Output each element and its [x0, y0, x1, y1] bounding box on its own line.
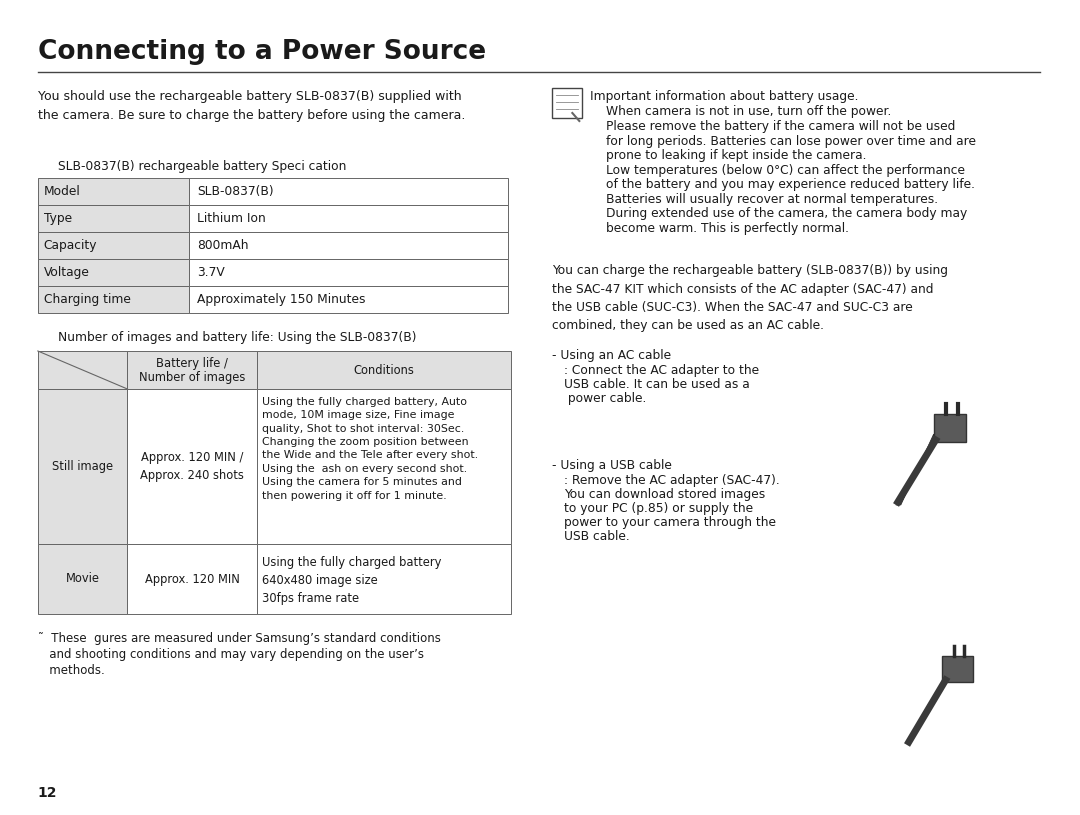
Text: During extended use of the camera, the camera body may: During extended use of the camera, the c…	[606, 207, 968, 220]
Text: Batteries will usually recover at normal temperatures.: Batteries will usually recover at normal…	[606, 192, 939, 205]
Text: - Using a USB cable: - Using a USB cable	[553, 459, 673, 472]
Text: ˜  These  gures are measured under Samsung’s standard conditions: ˜ These gures are measured under Samsung…	[38, 632, 441, 645]
Text: Voltage: Voltage	[44, 266, 90, 279]
Text: 12: 12	[38, 786, 57, 800]
Text: Model: Model	[44, 185, 81, 198]
Bar	[189, 205, 508, 232]
Text: Low temperatures (below 0°C) can affect the performance: Low temperatures (below 0°C) can affect …	[606, 164, 966, 177]
Text: and shooting conditions and may vary depending on the user’s: and shooting conditions and may vary dep…	[38, 648, 423, 661]
Text: You can charge the rechargeable battery (SLB-0837(B)) by using
the SAC-47 KIT wh: You can charge the rechargeable battery …	[553, 264, 948, 333]
Bar	[38, 389, 127, 544]
Text: Please remove the battery if the camera will not be used: Please remove the battery if the camera …	[606, 120, 956, 133]
Text: 800mAh: 800mAh	[197, 239, 248, 252]
Text: USB cable.: USB cable.	[565, 530, 630, 543]
Text: prone to leaking if kept inside the camera.: prone to leaking if kept inside the came…	[606, 149, 866, 162]
Bar	[189, 259, 508, 286]
Bar	[189, 178, 508, 205]
Text: You should use the rechargeable battery SLB-0837(B) supplied with
the camera. Be: You should use the rechargeable battery …	[38, 90, 465, 122]
Text: Battery life /: Battery life /	[157, 356, 228, 369]
Bar	[38, 544, 127, 614]
Bar	[38, 178, 189, 205]
Text: Number of images and battery life: Using the SLB-0837(B): Number of images and battery life: Using…	[57, 331, 416, 344]
Text: Lithium Ion: Lithium Ion	[197, 212, 266, 225]
Text: USB cable. It can be used as a: USB cable. It can be used as a	[565, 378, 751, 391]
Text: power cable.: power cable.	[565, 392, 647, 405]
Text: - Using an AC cable: - Using an AC cable	[553, 349, 672, 362]
Bar	[127, 351, 257, 389]
Text: SLB-0837(B) rechargeable battery Speci cation: SLB-0837(B) rechargeable battery Speci c…	[57, 160, 346, 173]
Bar	[257, 389, 511, 544]
Text: Conditions: Conditions	[353, 363, 414, 377]
Text: Capacity: Capacity	[44, 239, 97, 252]
Text: Approximately 150 Minutes: Approximately 150 Minutes	[197, 293, 366, 306]
Text: methods.: methods.	[38, 664, 105, 677]
Text: Still image: Still image	[52, 460, 113, 473]
Bar	[127, 389, 257, 544]
Text: When camera is not in use, turn off the power.: When camera is not in use, turn off the …	[606, 105, 892, 118]
Bar	[38, 286, 189, 313]
Text: Using the fully charged battery
640x480 image size
30fps frame rate: Using the fully charged battery 640x480 …	[261, 556, 441, 605]
Text: 3.7V: 3.7V	[197, 266, 225, 279]
Bar	[553, 88, 582, 118]
Text: Important information about battery usage.: Important information about battery usag…	[591, 90, 859, 103]
Text: to your PC (p.85) or supply the: to your PC (p.85) or supply the	[565, 502, 754, 515]
Bar	[38, 259, 189, 286]
Bar	[189, 232, 508, 259]
Text: Movie: Movie	[66, 572, 99, 585]
Polygon shape	[942, 656, 973, 682]
Bar	[38, 205, 189, 232]
Text: SLB-0837(B): SLB-0837(B)	[197, 185, 273, 198]
Text: Approx. 120 MIN: Approx. 120 MIN	[145, 572, 240, 585]
Text: power to your camera through the: power to your camera through the	[565, 516, 777, 529]
Bar	[38, 232, 189, 259]
Bar	[38, 351, 127, 389]
Text: You can download stored images: You can download stored images	[565, 488, 766, 501]
Polygon shape	[934, 414, 966, 442]
Text: for long periods. Batteries can lose power over time and are: for long periods. Batteries can lose pow…	[606, 134, 976, 148]
Polygon shape	[895, 434, 934, 505]
Bar	[257, 351, 511, 389]
Text: : Remove the AC adapter (SAC-47).: : Remove the AC adapter (SAC-47).	[565, 474, 780, 487]
Text: Using the fully charged battery, Auto
mode, 10M image size, Fine image
quality, : Using the fully charged battery, Auto mo…	[261, 397, 478, 500]
Text: : Connect the AC adapter to the: : Connect the AC adapter to the	[565, 364, 759, 377]
Text: become warm. This is perfectly normal.: become warm. This is perfectly normal.	[606, 222, 849, 235]
Bar	[189, 286, 508, 313]
Text: Charging time: Charging time	[44, 293, 131, 306]
Text: Connecting to a Power Source: Connecting to a Power Source	[38, 39, 486, 65]
Text: Approx. 120 MIN /
Approx. 240 shots: Approx. 120 MIN / Approx. 240 shots	[140, 451, 244, 482]
Text: Number of images: Number of images	[139, 371, 245, 384]
Bar	[127, 544, 257, 614]
Bar	[257, 544, 511, 614]
Text: of the battery and you may experience reduced battery life.: of the battery and you may experience re…	[606, 178, 975, 191]
Text: Type: Type	[44, 212, 72, 225]
